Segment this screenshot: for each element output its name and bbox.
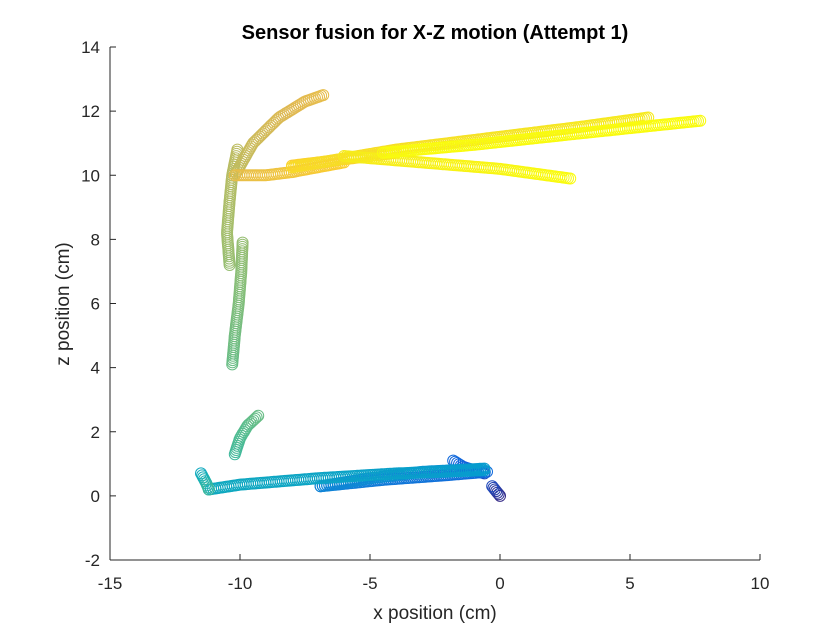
- data-point: [487, 481, 500, 494]
- data-point: [236, 236, 249, 249]
- data-point: [564, 172, 577, 185]
- data-point: [261, 122, 274, 135]
- x-axis-label: x position (cm): [373, 603, 497, 624]
- data-point: [247, 136, 260, 149]
- data-point: [256, 127, 269, 140]
- data-point: [241, 420, 254, 433]
- data-point: [244, 417, 257, 430]
- data-point: [266, 118, 279, 131]
- data-point: [252, 409, 265, 422]
- y-tick-label: 0: [91, 487, 100, 506]
- data-point: [263, 121, 276, 134]
- y-tick-label: 12: [81, 102, 100, 121]
- y-tick-label: 6: [91, 295, 100, 314]
- data-point: [249, 135, 261, 148]
- data-point: [488, 483, 501, 496]
- data-point: [247, 414, 260, 427]
- data-point: [259, 124, 272, 137]
- y-tick-label: -2: [85, 551, 100, 570]
- y-tick-label: 2: [91, 423, 100, 442]
- data-points: [195, 89, 707, 502]
- data-point: [294, 98, 307, 111]
- x-tick-label: 10: [751, 574, 770, 593]
- data-point: [255, 129, 268, 142]
- data-point: [486, 480, 499, 493]
- data-point: [253, 130, 266, 143]
- data-point: [317, 89, 330, 102]
- data-point: [245, 415, 258, 428]
- data-point: [249, 412, 261, 425]
- y-axis-label: z position (cm): [53, 242, 74, 366]
- y-tick-label: 4: [91, 359, 100, 378]
- data-point: [292, 99, 305, 112]
- x-tick-label: -5: [362, 574, 377, 593]
- data-point: [250, 411, 263, 424]
- data-point: [250, 133, 263, 146]
- data-point: [642, 111, 655, 124]
- y-tick-label: 8: [91, 230, 100, 249]
- axes: -15 -10 -5 0 5 10 -2 0 2 4 6 8 10 12 14: [81, 38, 769, 593]
- y-tick-label: 10: [81, 166, 100, 185]
- x-tick-label: 5: [625, 574, 634, 593]
- y-tick-label: 14: [81, 38, 100, 57]
- chart-title: Sensor fusion for X-Z motion (Attempt 1): [242, 22, 629, 44]
- data-point: [252, 132, 265, 145]
- data-point: [694, 114, 707, 127]
- x-tick-label: 0: [495, 574, 504, 593]
- data-point: [258, 126, 271, 138]
- data-point: [202, 483, 215, 496]
- x-tick-label: -10: [228, 574, 253, 593]
- x-tick-label: -15: [98, 574, 123, 593]
- data-point: [264, 119, 277, 132]
